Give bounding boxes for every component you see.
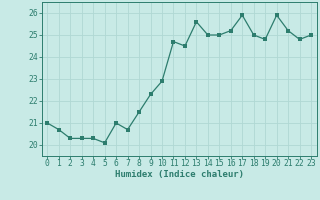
- X-axis label: Humidex (Indice chaleur): Humidex (Indice chaleur): [115, 170, 244, 179]
